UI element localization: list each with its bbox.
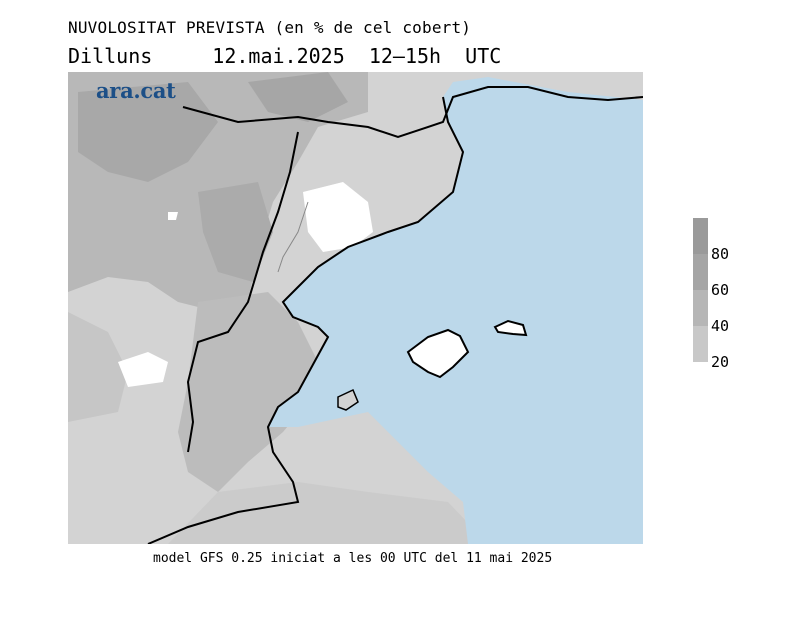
cloud-zone-light-west [68,312,128,422]
island-eivissa [337,388,359,411]
date-time-label: 12.mai.2025 12–15h UTC [212,44,502,68]
cloud-zone-light-south [168,482,488,544]
cloud-zone-interior [178,292,318,492]
border-catalonia [182,86,643,139]
legend-label-80: 80 [711,245,730,263]
internal-border [277,201,309,273]
legend-swatch-60 [693,290,708,326]
legend-label-40: 40 [711,317,730,335]
legend-label-60: 60 [711,281,730,299]
clear-patch-small [168,212,178,220]
sea-area [268,77,643,544]
coastline [147,96,465,544]
ara-cat-logo: ara.cat [96,78,176,103]
day-label: Dilluns [68,44,153,68]
legend-swatch-top [693,218,708,254]
border-aragon [186,131,299,453]
map-title: NUVOLOSITAT PREVISTA (en % de cel cobert… [68,18,472,37]
cloud-cover-legend: 80 60 40 20 [693,218,729,371]
cloud-zone-dark-2 [198,182,273,282]
island-mallorca [406,328,470,379]
model-source-note: model GFS 0.25 iniciat a les 00 UTC del … [153,551,553,566]
forecast-period: Dilluns 12.mai.2025 12–15h UTC [68,44,501,68]
legend-swatch-80 [693,254,708,290]
clear-patch-central [303,182,373,252]
clear-patch-west [118,352,168,387]
cloud-cover-map [68,72,643,544]
legend-label-20: 20 [711,353,730,371]
island-menorca [493,319,528,337]
legend-swatch-40 [693,326,708,362]
cloud-zone-dark-3 [248,72,348,122]
